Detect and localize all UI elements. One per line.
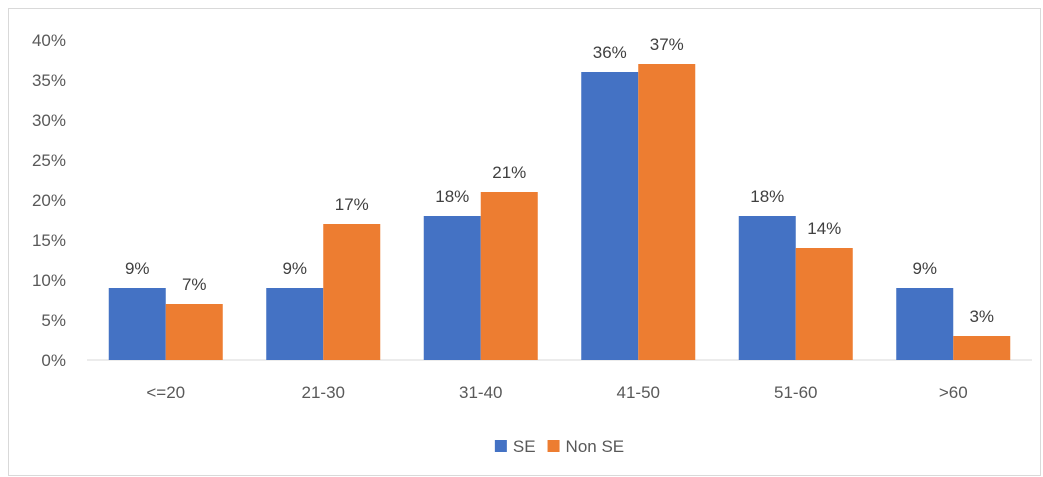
legend-swatch xyxy=(547,440,560,452)
bar-non-se xyxy=(953,336,1011,360)
bar-se xyxy=(581,72,639,360)
bar-se xyxy=(896,288,954,360)
y-tick-label: 30% xyxy=(32,111,66,130)
y-tick-label: 10% xyxy=(32,271,66,290)
x-tick-label: <=20 xyxy=(146,383,185,402)
data-label: 37% xyxy=(650,35,684,54)
y-tick-label: 0% xyxy=(41,351,66,370)
x-tick-label: 41-50 xyxy=(617,383,660,402)
x-axis-ticks: <=20 21-30 31-40 41-50 51-60 >60 xyxy=(146,383,967,402)
data-label: 36% xyxy=(593,43,627,62)
bar-se xyxy=(266,288,324,360)
y-axis-ticks: 0% 5% 10% 15% 20% 25% 30% 35% 40% xyxy=(32,31,66,370)
x-tick-label: >60 xyxy=(939,383,968,402)
bars xyxy=(108,64,1011,360)
data-label: 14% xyxy=(807,219,841,238)
data-labels: 9% 9% 18% 36% 18% 9% 7% 17% 21% 37% 14% 3% xyxy=(125,35,994,326)
bar-non-se xyxy=(323,224,381,360)
data-label: 7% xyxy=(182,275,207,294)
bar-non-se xyxy=(795,248,853,360)
data-label: 18% xyxy=(750,187,784,206)
data-label: 9% xyxy=(125,259,150,278)
data-label: 17% xyxy=(335,195,369,214)
chart-frame: 0% 5% 10% 15% 20% 25% 30% 35% 40% 9% 9% 18% 36% 18% 9… xyxy=(8,8,1041,476)
y-tick-label: 35% xyxy=(32,71,66,90)
data-label: 21% xyxy=(492,163,526,182)
data-label: 3% xyxy=(969,307,994,326)
y-tick-label: 40% xyxy=(32,31,66,50)
legend-swatch xyxy=(494,440,507,452)
data-label: 9% xyxy=(282,259,307,278)
x-tick-label: 51-60 xyxy=(774,383,817,402)
bar-chart: 0%5%10%15%20%25%30%35%40% 9% 9%18%36%18%9… xyxy=(32,31,1032,456)
data-label: 9% xyxy=(912,259,937,278)
bar-se xyxy=(108,288,166,360)
legend-item: Non SE xyxy=(547,437,625,456)
legend-label: Non SE xyxy=(566,437,625,456)
data-label: 18% xyxy=(435,187,469,206)
bar-se xyxy=(738,216,796,360)
x-tick-label: 21-30 xyxy=(302,383,345,402)
bar-non-se xyxy=(165,304,223,360)
bar-se xyxy=(423,216,481,360)
y-tick-label: 20% xyxy=(32,191,66,210)
y-tick-label: 25% xyxy=(32,151,66,170)
legend-label: SE xyxy=(513,437,536,456)
y-tick-label: 5% xyxy=(41,311,66,330)
bar-non-se xyxy=(480,192,538,360)
legend-item: SE xyxy=(494,437,536,456)
bar-non-se xyxy=(638,64,696,360)
legend: SE Non SE xyxy=(494,437,625,456)
x-tick-label: 31-40 xyxy=(459,383,502,402)
y-tick-label: 15% xyxy=(32,231,66,250)
